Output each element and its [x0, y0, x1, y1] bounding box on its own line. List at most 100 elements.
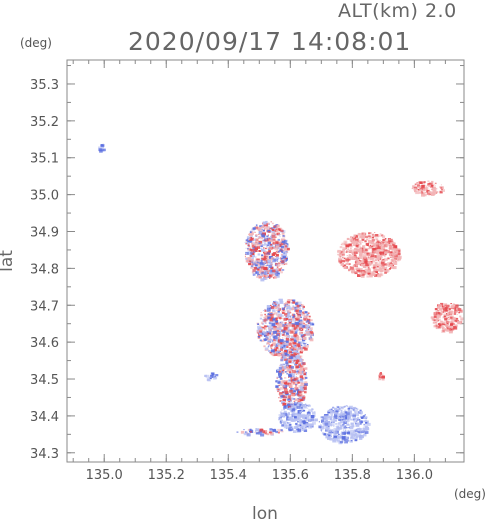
altitude-label: ALT(km) 2.0 — [338, 0, 457, 22]
echo-pixel — [448, 308, 451, 310]
echo-pixel — [270, 346, 272, 348]
echo-pixel — [254, 256, 257, 258]
echo-pixel — [283, 243, 286, 245]
echo-pixel — [257, 253, 261, 256]
echo-pixel — [99, 148, 104, 152]
echo-pixel — [277, 314, 280, 316]
echo-pixel — [290, 400, 292, 403]
echo-pixel — [257, 266, 259, 268]
echo-pixel — [314, 418, 318, 422]
echo-pixel — [283, 421, 286, 424]
echo-pixel — [284, 350, 288, 353]
echo-pixel — [358, 437, 363, 440]
echo-pixel — [293, 390, 296, 393]
echo-pixel — [357, 431, 360, 433]
echo-pixel — [339, 435, 343, 438]
echo-pixel — [298, 385, 302, 388]
echo-pixel — [442, 328, 445, 331]
echo-pixel — [303, 342, 306, 345]
echo-pixel — [448, 318, 451, 320]
echo-pixel — [292, 318, 296, 322]
echo-pixel — [286, 305, 291, 309]
echo-pixel — [256, 261, 260, 264]
echo-pixel — [281, 409, 283, 411]
echo-pixel — [278, 313, 283, 317]
echo-pixel — [278, 417, 282, 421]
echo-pixel — [298, 363, 302, 366]
echo-pixel — [268, 247, 272, 250]
echo-pixel — [347, 429, 350, 432]
echo-pixel — [451, 305, 454, 308]
echo-pixel — [298, 319, 303, 323]
echo-pixel — [357, 422, 361, 425]
echo-pixel — [281, 232, 285, 235]
echo-pixel — [346, 249, 348, 251]
echo-pixel — [343, 266, 347, 269]
echo-pixel — [297, 390, 302, 394]
echo-pixel — [299, 429, 301, 431]
echo-pixel — [249, 255, 252, 257]
echo-pixel — [277, 272, 280, 275]
echo-pixel — [311, 410, 314, 412]
echo-pixel — [327, 425, 330, 427]
echo-pixel — [296, 335, 299, 338]
echo-pixel — [277, 388, 280, 391]
echo-pixel — [364, 240, 366, 242]
echo-pixel — [276, 261, 279, 263]
echo-pixel — [299, 307, 301, 309]
echo-pixel — [304, 417, 307, 419]
echo-pixel — [280, 419, 283, 422]
echo-pixel — [309, 333, 314, 336]
echo-pixel — [277, 349, 280, 352]
echo-pixel — [300, 328, 302, 330]
echo-pixel — [287, 403, 290, 407]
echo-pixel — [281, 421, 283, 423]
echo-pixel — [261, 256, 264, 259]
echo-pixel — [300, 332, 302, 334]
echo-pixel — [260, 247, 262, 249]
echo-pixel — [252, 227, 256, 230]
echo-pixel — [377, 273, 380, 275]
echo-pixel — [254, 264, 258, 267]
echo-pixel — [438, 308, 443, 312]
echo-pixel — [344, 409, 347, 412]
echo-pixel — [334, 407, 338, 411]
echo-pixel — [302, 419, 304, 421]
echo-pixel — [275, 236, 277, 238]
echo-pixel — [266, 238, 271, 242]
echo-pixel — [285, 324, 287, 325]
echo-pixel — [458, 312, 460, 314]
echo-pixel — [436, 315, 441, 319]
echo-pixel — [249, 231, 252, 233]
echo-pixel — [286, 346, 289, 348]
echo-pixel — [268, 271, 273, 275]
echo-pixel — [277, 307, 280, 310]
echo-pixel — [390, 256, 392, 258]
echo-pixel — [414, 190, 417, 193]
echo-pixel — [350, 266, 355, 270]
echo-pixel — [263, 332, 268, 336]
echo-pixel — [375, 257, 377, 260]
echo-pixel — [303, 371, 307, 375]
echo-pixel — [371, 238, 375, 242]
echo-pixel — [305, 403, 307, 405]
echo-pixel — [378, 264, 383, 268]
echo-pixel — [291, 354, 296, 358]
echo-pixel — [393, 245, 398, 249]
echo-pixel — [357, 232, 361, 235]
echo-pixel — [249, 248, 253, 251]
echo-pixel — [302, 429, 304, 431]
echo-pixel — [367, 269, 371, 273]
echo-pixel — [303, 429, 308, 432]
echo-pixel — [428, 193, 431, 196]
echo-pixel — [215, 374, 219, 377]
echo-pixel — [98, 146, 101, 149]
echo-pixel — [294, 402, 297, 404]
echo-pixel — [357, 427, 361, 431]
echo-pixel — [360, 410, 363, 412]
echo-pixel — [254, 226, 259, 230]
echo-pixel — [281, 400, 285, 405]
echo-pixel — [277, 390, 280, 393]
echo-pixel — [338, 253, 343, 257]
echo-pixel — [290, 411, 292, 413]
